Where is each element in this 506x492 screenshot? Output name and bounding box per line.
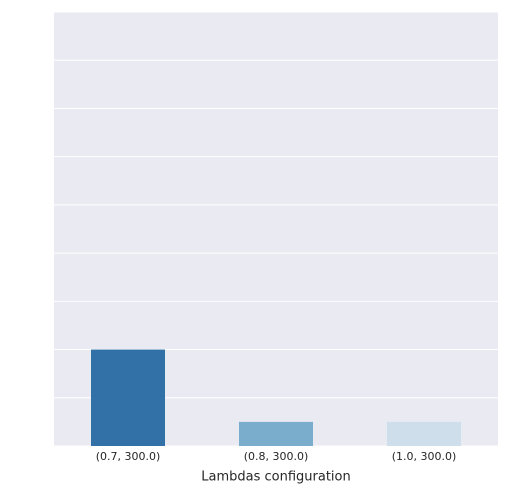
bar: [387, 421, 461, 446]
bar: [239, 421, 313, 446]
bar: [91, 349, 165, 446]
x-tick-label: (0.8, 300.0): [244, 450, 309, 463]
x-tick-label: (1.0, 300.0): [392, 450, 457, 463]
x-axis-label: Lambdas configuration: [201, 470, 350, 485]
x-tick-label: (0.7, 300.0): [96, 450, 161, 463]
